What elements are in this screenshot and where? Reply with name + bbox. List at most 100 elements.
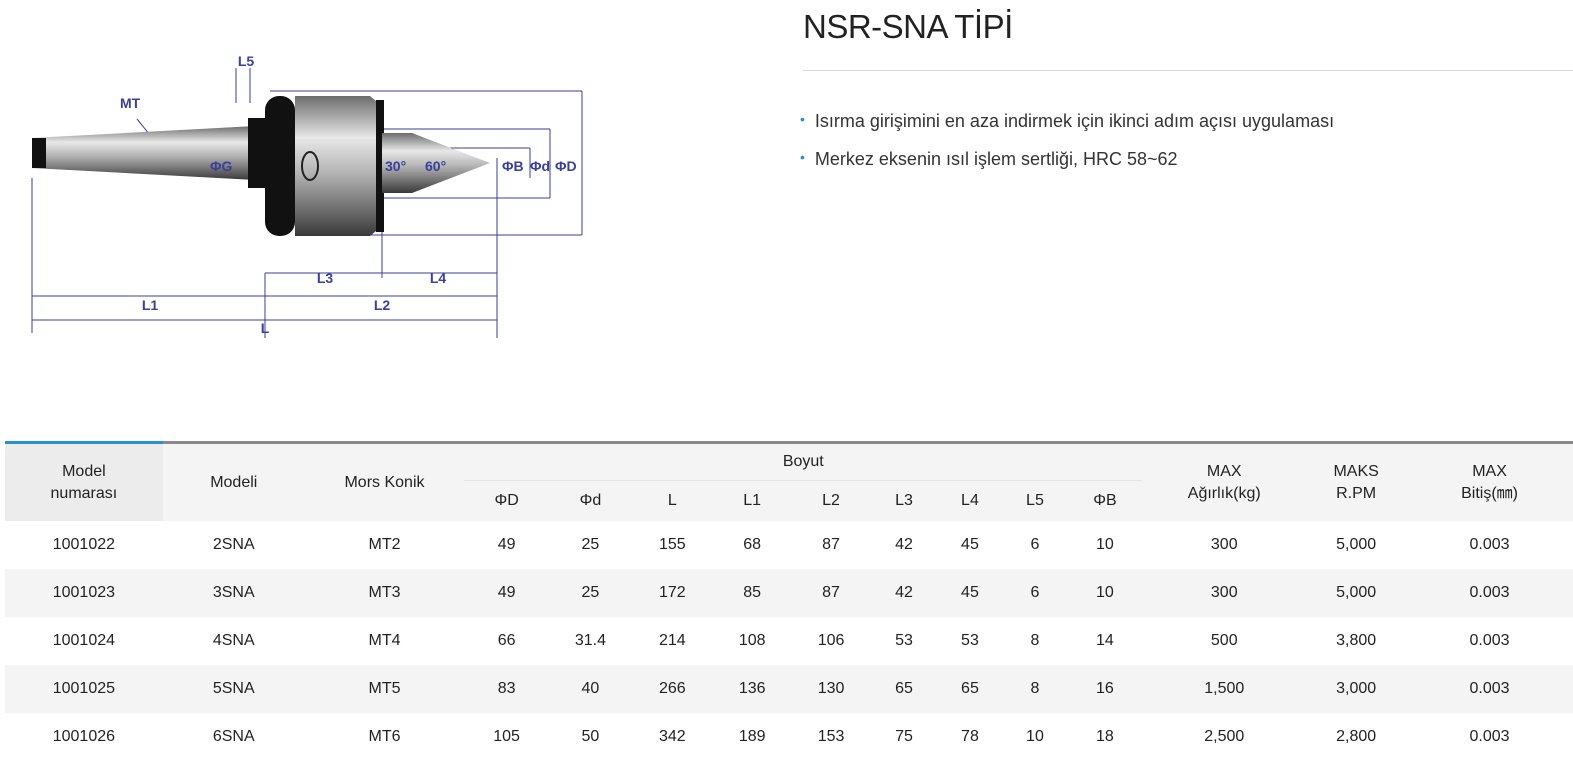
table-cell: 45 [937,569,1003,617]
table-cell: 53 [895,632,913,649]
label-l1: L1 [142,297,159,313]
table-cell: 130 [791,665,871,713]
table-cell: 0.003 [1469,728,1510,745]
table-cell: 2,500 [1204,728,1245,745]
table-cell: 105 [493,728,520,745]
table-cell: 8 [1030,632,1040,649]
table-cell: 8 [1002,665,1068,713]
table-cell: 0.003 [1406,665,1573,713]
table-cell: 300 [1142,569,1307,617]
table-cell: 106 [817,632,845,649]
label-30: 30° [385,158,406,174]
table-row: 1001022 2SNA MT2 49 25 155 68 87 42 45 6 10 300 5,000… [5,521,1573,569]
header-max-finish: MAX Bitiş(㎜) [1406,441,1573,521]
table-cell: 6 [1030,536,1040,553]
table-cell: 16 [1067,665,1143,713]
header-dim: ΦB [1067,480,1143,521]
table-cell: 6SNA [212,728,255,745]
table-row: 1001025 5SNA MT5 83 40 266 136 130 65 65 8 16 1,500 3… [5,665,1573,713]
table-cell: 75 [895,728,913,745]
table-cell: 42 [870,569,938,617]
table-cell: 108 [738,632,766,649]
table-cell: 3,800 [1336,632,1377,649]
table-cell: 155 [658,536,686,553]
header-dim: L1 [712,480,792,521]
feature-item: • Merkez eksenin ısıl işlem sertliği, HRC… [800,142,1334,180]
table-cell: 2,800 [1336,728,1377,745]
table-cell: 5,000 [1336,536,1377,553]
table-cell: 153 [817,728,845,745]
table-cell: 10 [1026,728,1044,745]
label-l4: L4 [430,270,447,286]
label-l3: L3 [317,270,334,286]
table-cell: 0.003 [1469,536,1510,553]
label-60: 60° [425,158,446,174]
table-cell: 6 [1002,569,1068,617]
table-cell: 87 [791,569,871,617]
table-cell: 45 [961,536,979,553]
table-cell: 1001025 [5,665,163,713]
table-cell: 136 [712,665,792,713]
table-cell: 49 [497,536,516,553]
table-cell: 42 [895,536,913,553]
table-row: 1001026 6SNA MT6 105 50 342 189 153 75 78 10 18 2,50… [5,713,1573,761]
table-cell: 0.003 [1469,632,1510,649]
table-cell: 78 [961,728,979,745]
table-cell: 500 [1210,632,1238,649]
table-cell: 1001026 [52,728,116,745]
table-cell: 40 [548,665,632,713]
table-cell: 68 [743,536,762,553]
table-cell: 5SNA [162,665,305,713]
header-morse: Mors Konik [304,441,465,521]
table-cell: MT5 [304,665,465,713]
table-cell: MT6 [368,728,401,745]
header-dim: L5 [1002,480,1068,521]
table-cell: 14 [1096,632,1114,649]
table-cell: 31.4 [574,632,606,649]
table-cell: 25 [581,536,600,553]
feature-text: Isırma girişimini en aza indirmek için i… [814,111,1335,131]
label-d: Φd [530,158,550,174]
table-cell: 10 [1067,569,1143,617]
table-cell: 342 [658,728,686,745]
feature-item: • Isırma girişimini en aza indirmek için … [800,104,1334,142]
header-dim: ΦD [464,480,549,521]
table-cell: 214 [658,632,686,649]
table-row: 1001024 4SNA MT4 66 31.4 214 108 106 53 53 8 14 500 3… [5,617,1573,665]
header-dim: L2 [791,480,871,521]
table-cell: MT3 [304,569,465,617]
label-g: ΦG [210,158,232,174]
table-cell: 4SNA [212,632,255,649]
table-cell: 85 [712,569,792,617]
label-l5: L5 [238,53,255,69]
feature-list: • Isırma girişimini en aza indirmek için … [800,104,1334,180]
feature-text: Merkez eksenin ısıl işlem sertliği, HRC … [814,149,1178,169]
header-model-number: Model numarası [5,441,163,521]
label-D: ΦD [555,158,577,174]
spec-table: Model numarası Modeli Mors Konik Boyut M… [5,441,1573,761]
table-cell: 1,500 [1142,665,1307,713]
label-b: ΦB [502,158,524,174]
table-cell: 3SNA [162,569,305,617]
table-cell: MT4 [368,632,401,649]
label-mt: MT [120,95,141,111]
table-cell: 83 [464,665,549,713]
table-cell: 5,000 [1306,569,1407,617]
live-center-drawing: MT L5 ΦG 30° 60° ΦB Φd ΦD L3 L4 L1 L2 L [31,53,583,338]
table-cell: 0.003 [1406,569,1573,617]
table-cell: 172 [631,569,713,617]
table-cell: MT2 [368,536,401,553]
table-cell: 66 [497,632,516,649]
label-l2: L2 [374,297,391,313]
table-row: 1001023 3SNA MT3 49 25 172 85 87 42 45 6 10 300 5,000… [5,569,1573,617]
table-cell: 10 [1096,536,1114,553]
header-dim: L4 [937,480,1003,521]
label-l: L [261,320,270,336]
header-model: Modeli [162,441,305,521]
bullet-icon: • [800,111,805,127]
table-cell: 25 [548,569,632,617]
header-boyut: Boyut [464,441,1143,481]
header-dim: L [631,480,713,521]
table-cell: 18 [1096,728,1114,745]
header-dim: L3 [870,480,938,521]
